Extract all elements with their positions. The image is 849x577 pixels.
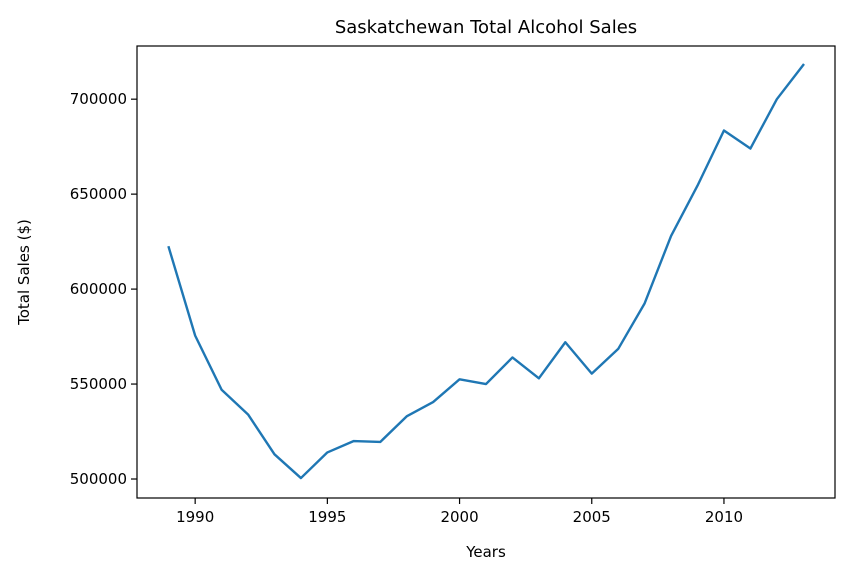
- series-line: [167, 63, 805, 480]
- y-axis-label: Total Sales ($): [15, 219, 33, 326]
- x-tick-label: 1995: [308, 508, 346, 526]
- y-tick-label: 600000: [70, 280, 127, 298]
- x-tick-label: 2010: [705, 508, 743, 526]
- plot-area: [167, 63, 805, 480]
- y-tick-label: 550000: [70, 375, 127, 393]
- y-tick-label: 500000: [70, 470, 127, 488]
- y-axis: 500000 550000 600000 650000 700000: [70, 90, 137, 488]
- plot-frame: [136, 45, 836, 499]
- x-axis-label: Years: [465, 543, 506, 561]
- y-tick-label: 700000: [70, 90, 127, 108]
- x-tick-label: 1990: [176, 508, 214, 526]
- y-tick-label: 650000: [70, 185, 127, 203]
- x-axis: 1990 1995 2000 2005 2010: [176, 498, 743, 526]
- x-tick-label: 2005: [573, 508, 611, 526]
- chart-title: Saskatchewan Total Alcohol Sales: [335, 17, 637, 38]
- x-tick-label: 2000: [440, 508, 478, 526]
